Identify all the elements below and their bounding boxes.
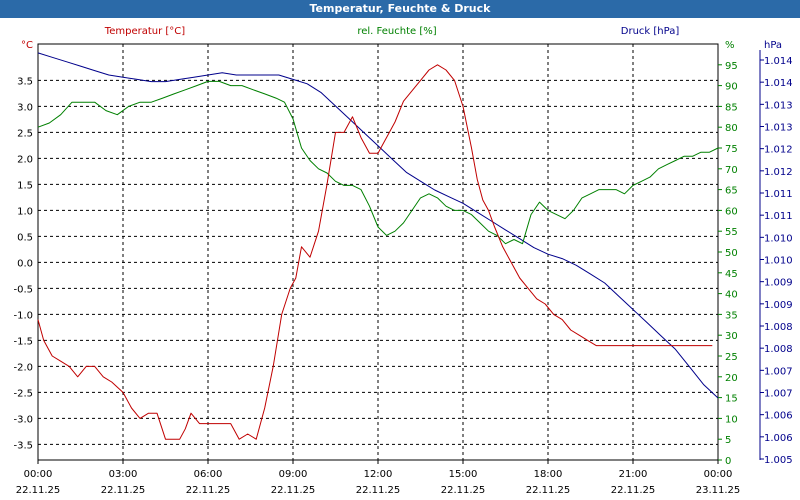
humidity-tick-label: 60	[725, 206, 738, 217]
temperature-tick-label: -2.5	[13, 388, 33, 399]
pressure-tick-label: 1.013	[764, 123, 793, 134]
humidity-tick-label: 80	[725, 123, 738, 134]
humidity-tick-label: 30	[725, 331, 738, 342]
humidity-tick-label: 65	[725, 186, 738, 197]
temperature-tick-label: -1.5	[13, 336, 33, 347]
humidity-tick-label: 5	[725, 435, 731, 446]
pressure-tick-label: 1.009	[764, 278, 793, 289]
humidity-tick-label: 75	[725, 144, 738, 155]
time-axis: 00:00 22.11.25 03:00 22.11.25 06:00 22.11.25 0…	[16, 460, 741, 496]
chart-title: Temperatur, Feuchte & Druck	[0, 0, 800, 18]
x-tick-time: 03:00	[109, 469, 138, 480]
pressure-tick-label: 1.011	[764, 189, 793, 200]
humidity-tick-label: 50	[725, 248, 738, 259]
humidity-tick-label: 85	[725, 102, 738, 113]
pressure-tick-label: 1.013	[764, 100, 793, 111]
humidity-series-line	[37, 80, 719, 245]
legend: Temperatur [°C] rel. Feuchte [%] Druck [hP…	[104, 26, 680, 37]
pressure-tick-label: 1.012	[764, 167, 793, 178]
x-tick-date: 23.11.25	[696, 485, 741, 496]
x-tick-time: 18:00	[534, 469, 563, 480]
pressure-tick-label: 1.006	[764, 411, 793, 422]
pressure-tick-label: 1.014	[764, 56, 793, 67]
temperature-tick-label: 3.5	[17, 76, 33, 87]
humidity-tick-label: 55	[725, 227, 738, 238]
x-tick-time: 06:00	[194, 469, 223, 480]
legend-label-pressure: Druck [hPa]	[621, 26, 680, 37]
pressure-unit-label: hPa	[764, 40, 782, 51]
temperature-tick-label: 2.0	[17, 154, 33, 165]
temperature-series-line	[37, 64, 713, 440]
humidity-tick-label: 70	[725, 165, 738, 176]
pressure-tick-label: 1.008	[764, 322, 793, 333]
x-tick-date: 22.11.25	[356, 485, 401, 496]
legend-label-humidity: rel. Feuchte [%]	[357, 26, 436, 37]
humidity-tick-label: 20	[725, 373, 738, 384]
temperature-tick-label: 1.5	[17, 180, 33, 191]
humidity-tick-label: 90	[725, 82, 738, 93]
pressure-tick-label: 1.011	[764, 211, 793, 222]
temperature-tick-label: -2.0	[13, 362, 33, 373]
gridlines	[38, 44, 718, 460]
temperature-axis: -3.5 -3.0 -2.5 -2.0 -1.5 -1.0 -0.5 0.0 0.5 1.0 1.5…	[13, 40, 33, 451]
humidity-tick-label: 45	[725, 269, 738, 280]
temperature-tick-label: -0.5	[13, 284, 33, 295]
pressure-tick-label: 1.009	[764, 300, 793, 311]
x-tick-date: 22.11.25	[101, 485, 146, 496]
pressure-tick-label: 1.008	[764, 344, 793, 355]
x-tick-time: 00:00	[24, 469, 53, 480]
pressure-tick-label: 1.007	[764, 389, 793, 400]
temperature-tick-label: 0.0	[17, 258, 33, 269]
temperature-unit-label: °C	[21, 40, 33, 51]
pressure-tick-label: 1.006	[764, 433, 793, 444]
legend-label-temperature: Temperatur [°C]	[104, 26, 185, 37]
humidity-tick-label: 15	[725, 394, 738, 405]
pressure-tick-label: 1.010	[764, 256, 793, 267]
pressure-tick-label: 1.010	[764, 233, 793, 244]
humidity-axis: 0 5 10 15 20 25 30 35 40 45 50 55 60 65 70 75 80 85 90 95%	[718, 40, 738, 467]
series-layer	[37, 52, 719, 440]
x-tick-time: 12:00	[364, 469, 393, 480]
humidity-tick-label: 35	[725, 310, 738, 321]
humidity-tick-label: 0	[725, 456, 731, 467]
pressure-tick-label: 1.012	[764, 145, 793, 156]
temperature-tick-label: -3.5	[13, 440, 33, 451]
x-tick-date: 22.11.25	[441, 485, 486, 496]
humidity-unit-label: %	[725, 40, 735, 51]
temperature-tick-label: 3.0	[17, 102, 33, 113]
temperature-tick-label: 2.5	[17, 128, 33, 139]
pressure-tick-label: 1.014	[764, 78, 793, 89]
x-tick-time: 15:00	[449, 469, 478, 480]
humidity-tick-label: 10	[725, 414, 738, 425]
temperature-tick-label: -3.0	[13, 414, 33, 425]
humidity-tick-label: 40	[725, 290, 738, 301]
x-tick-time: 09:00	[279, 469, 308, 480]
x-tick-date: 22.11.25	[526, 485, 571, 496]
pressure-axis: 1.005 1.006 1.006 1.007 1.007 1.008 1.008 1.009…	[759, 40, 793, 466]
humidity-tick-label: 95	[725, 61, 738, 72]
humidity-tick-label: 25	[725, 352, 738, 363]
temperature-tick-label: 0.5	[17, 232, 33, 243]
pressure-tick-label: 1.007	[764, 366, 793, 377]
x-tick-date: 22.11.25	[186, 485, 231, 496]
pressure-series-line	[37, 52, 719, 399]
temperature-tick-label: 1.0	[17, 206, 33, 217]
x-tick-time: 21:00	[619, 469, 648, 480]
temperature-tick-label: -1.0	[13, 310, 33, 321]
pressure-tick-label: 1.005	[764, 455, 793, 466]
x-tick-date: 22.11.25	[271, 485, 316, 496]
x-tick-date: 22.11.25	[611, 485, 656, 496]
x-tick-date: 22.11.25	[16, 485, 61, 496]
x-tick-time: 00:00	[704, 469, 733, 480]
chart-background	[0, 18, 800, 500]
